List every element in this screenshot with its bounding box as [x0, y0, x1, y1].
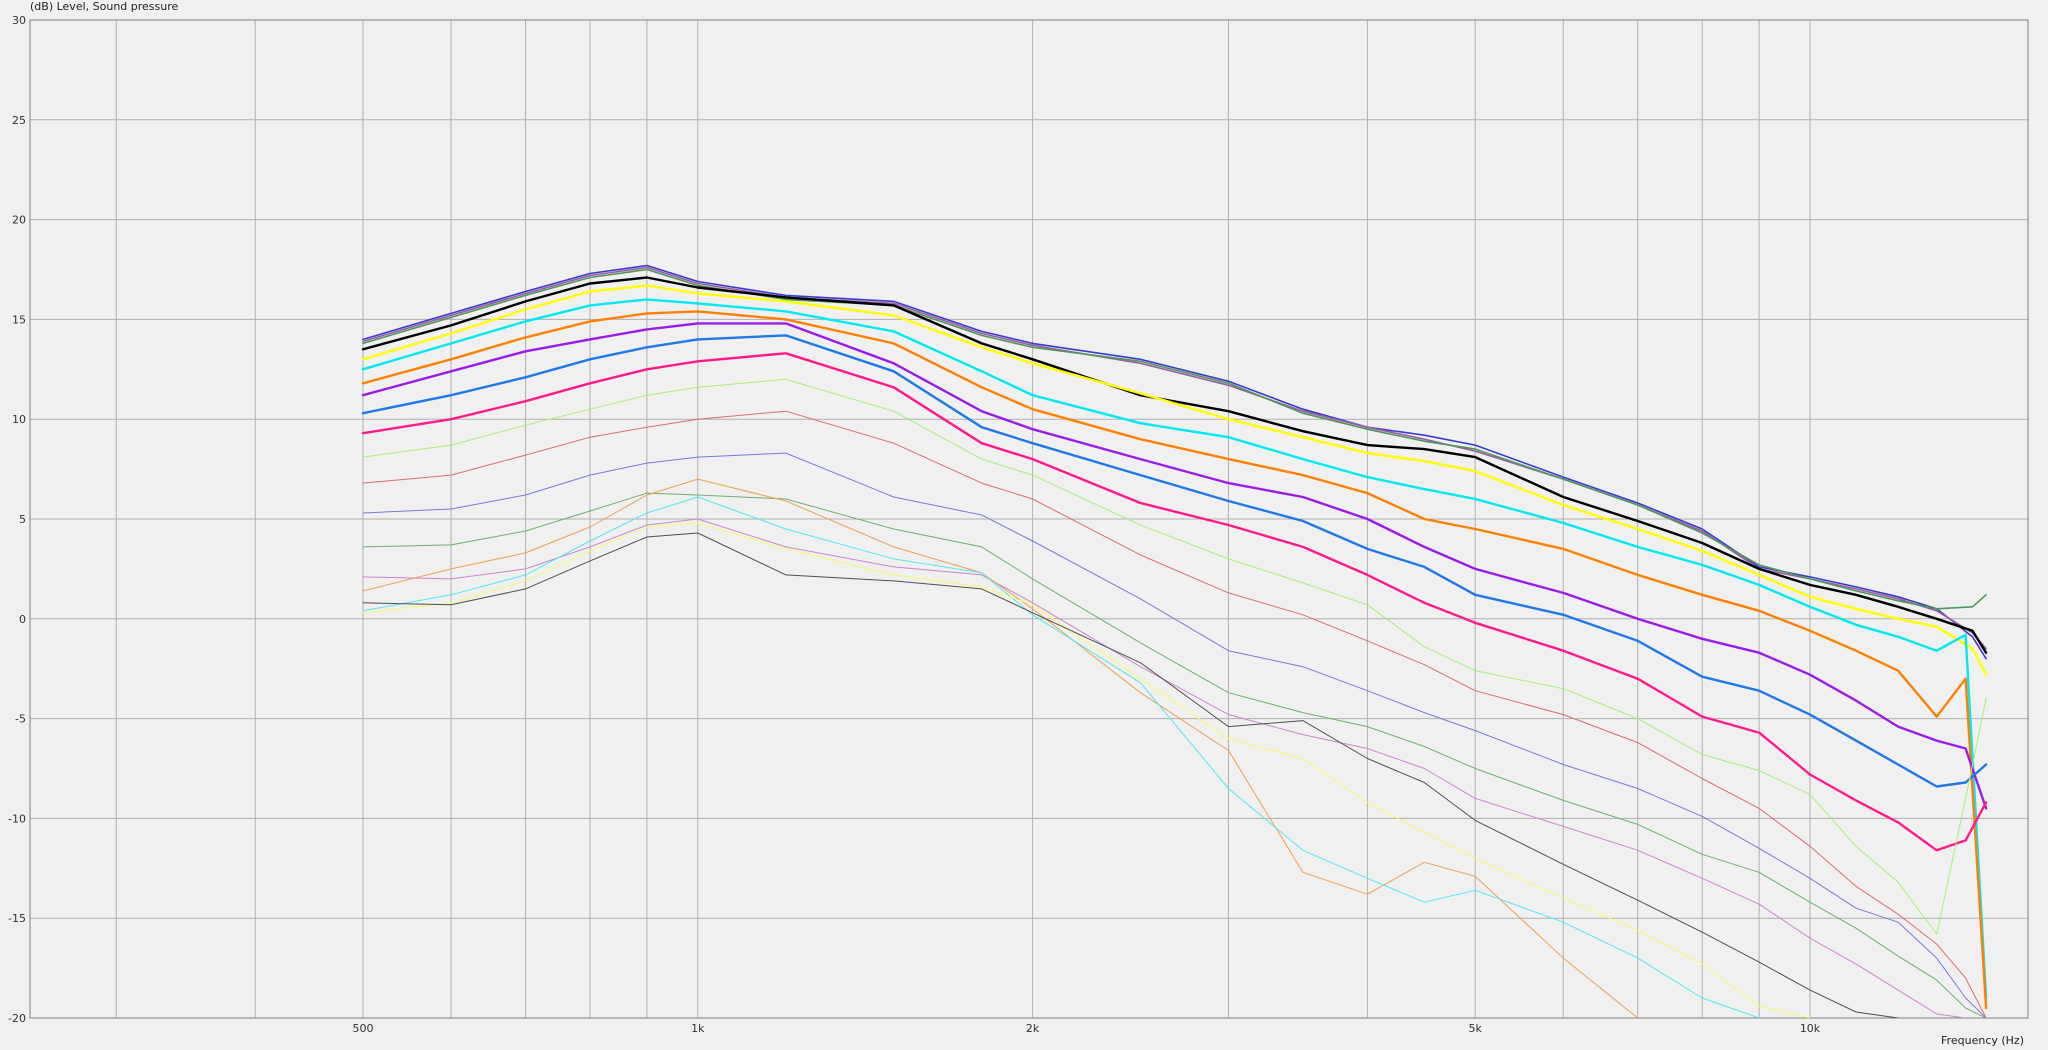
series-line-2: [362, 266, 1987, 650]
series-line-5: [361, 284, 1988, 676]
series-line-3: [362, 268, 1987, 610]
series-line-13: [362, 452, 1987, 1018]
series-line-9: [361, 334, 1988, 788]
x-tick-label: 500: [353, 1022, 374, 1035]
series-line-8: [361, 322, 1988, 810]
series-line-10: [361, 352, 1988, 852]
series-line-1: [362, 264, 1987, 660]
series-line-12: [362, 410, 1987, 1018]
y-tick-label: 0: [19, 613, 26, 626]
series-line-15: [362, 518, 1967, 1018]
series-line-16: [362, 478, 1639, 1018]
series-line-6: [361, 298, 1988, 1000]
plot-frame: [29, 19, 2029, 1019]
y-tick-label: -10: [8, 812, 26, 825]
series-line-7: [361, 310, 1988, 1010]
y-tick-label: -5: [15, 713, 26, 726]
y-tick-label: 5: [19, 513, 26, 526]
series-line-14: [362, 492, 1987, 1018]
y-tick-label: 20: [12, 214, 26, 227]
x-tick-label: 2k: [1026, 1022, 1040, 1035]
y-tick-labels: 30 25 20 15 10 5 0 -5 -10 -15 -20: [8, 14, 26, 1025]
y-tick-label: 15: [12, 313, 26, 326]
series-line-18: [362, 522, 1811, 1018]
x-tick-label: 1k: [691, 1022, 705, 1035]
y-tick-label: 10: [12, 413, 26, 426]
series-line-17: [362, 496, 1760, 1018]
y-tick-label: -20: [8, 1012, 26, 1025]
x-tick-labels: 500 1k 2k 5k 10k: [353, 1022, 1821, 1035]
y-tick-label: 30: [12, 14, 26, 27]
x-axis-title: Frequency (Hz): [1941, 1034, 2024, 1047]
y-axis-title: (dB) Level, Sound pressure: [30, 0, 179, 13]
x-tick-label: 5k: [1469, 1022, 1483, 1035]
y-tick-label: 25: [12, 114, 26, 127]
series-line-4: [361, 276, 1988, 654]
x-tick-label: 10k: [1800, 1022, 1821, 1035]
series-line-11: [362, 378, 1987, 935]
series-group: [361, 264, 1988, 1018]
y-tick-label: -15: [8, 912, 26, 925]
series-line-19: [362, 532, 1899, 1018]
